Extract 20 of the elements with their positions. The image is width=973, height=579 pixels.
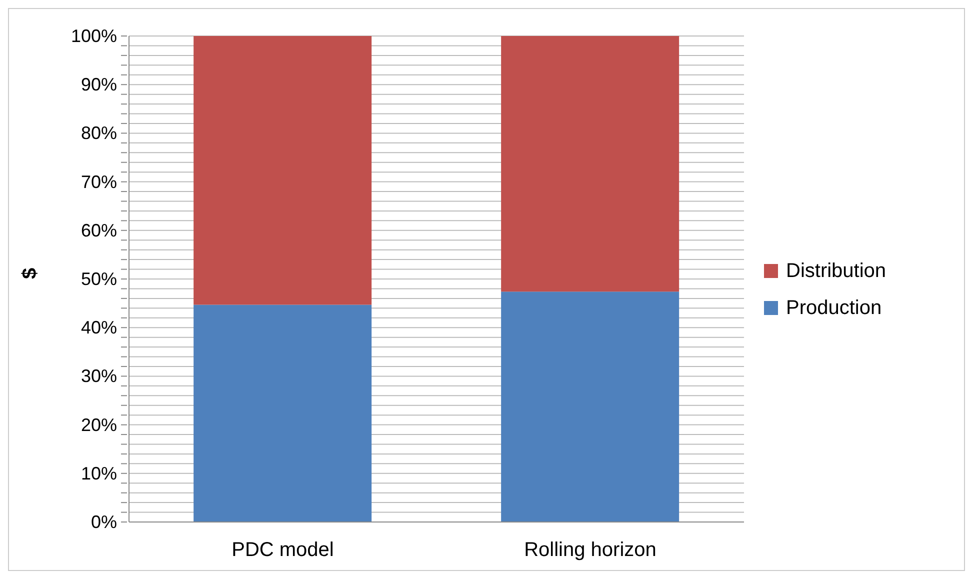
y-tick-label: 90% [80,74,117,95]
bar [501,292,680,522]
y-tick-label: 50% [80,269,117,289]
y-tick-label: 70% [80,172,117,192]
x-tick-label: PDC model [232,539,334,562]
bar [194,36,372,305]
y-tick-label: 40% [80,318,117,338]
bar [501,36,680,292]
y-tick-label: 20% [80,414,117,435]
legend-label: Production [786,296,882,320]
y-tick-label: 80% [80,123,117,144]
y-tick-label: 30% [80,366,117,386]
y-tick-label: 60% [80,220,117,240]
y-axis-title: $ [19,268,42,279]
bar [194,304,372,522]
x-tick-label: Rolling horizon [524,539,656,562]
y-tick-label: 10% [80,463,117,484]
y-tick-label: 0% [90,512,117,532]
legend-label: Distribution [786,260,886,282]
y-tick-label: 100% [70,26,117,46]
